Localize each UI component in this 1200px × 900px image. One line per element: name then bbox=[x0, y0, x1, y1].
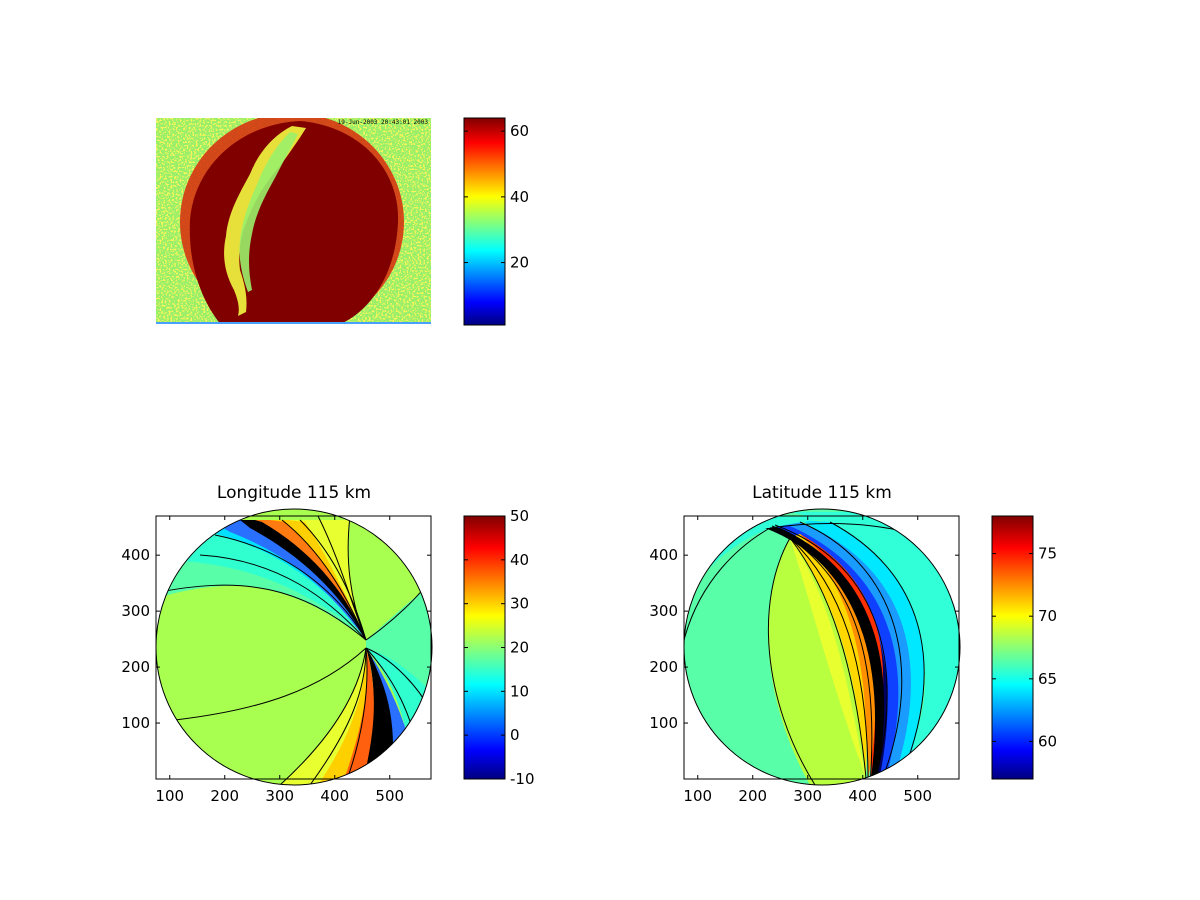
latitude-contours bbox=[684, 509, 960, 785]
image-timestamp-text: 19-Jun-2003 20:43:01 2003 bbox=[338, 119, 429, 126]
colorbar-image-tick-label: 20 bbox=[510, 254, 529, 272]
longitude-ytick-label: 200 bbox=[121, 658, 150, 676]
colorbar-latitude-tick-label: 75 bbox=[1038, 545, 1057, 563]
colorbar-latitude-tick-label: 60 bbox=[1038, 732, 1057, 750]
latitude-xtick-label: 500 bbox=[903, 787, 932, 805]
latitude-title: Latitude 115 km bbox=[752, 483, 892, 503]
latitude-ytick-label: 200 bbox=[649, 658, 678, 676]
longitude-xtick-label: 500 bbox=[375, 787, 404, 805]
colorbar-image-tick-label: 60 bbox=[510, 122, 529, 140]
colorbar-longitude-tick-label: 20 bbox=[510, 639, 529, 657]
colorbar-longitude-tick-label: 10 bbox=[510, 682, 529, 700]
colorbar-longitude: -10 0 10 20 30 40 50 bbox=[463, 507, 535, 788]
longitude-xtick-label: 300 bbox=[265, 787, 294, 805]
latitude-xtick-label: 300 bbox=[793, 787, 822, 805]
colorbar-longitude-tick-label: 50 bbox=[510, 507, 529, 525]
latitude-xtick-label: 100 bbox=[683, 787, 712, 805]
allsky-image bbox=[156, 118, 431, 324]
longitude-xtick-label: 200 bbox=[210, 787, 239, 805]
colorbar-latitude-tick-label: 70 bbox=[1038, 607, 1057, 625]
longitude-ytick-label: 100 bbox=[121, 714, 150, 732]
colorbar-longitude-tick-label: 0 bbox=[510, 726, 520, 744]
colorbar-image: 20 40 60 bbox=[463, 117, 529, 326]
colorbar-image-tick-label: 40 bbox=[510, 188, 529, 206]
longitude-xtick-label: 400 bbox=[320, 787, 349, 805]
colorbar-longitude-tick-label: -10 bbox=[510, 770, 535, 788]
longitude-panel: Longitude 115 km bbox=[121, 483, 534, 805]
colorbar-longitude-tick-label: 30 bbox=[510, 595, 529, 613]
longitude-ytick-label: 300 bbox=[121, 602, 150, 620]
allsky-image-panel: 19-Jun-2003 20:43:01 2003 20 40 60 bbox=[156, 117, 529, 326]
latitude-xtick-label: 200 bbox=[738, 787, 767, 805]
colorbar-latitude-tick-label: 65 bbox=[1038, 670, 1057, 688]
latitude-ytick-label: 300 bbox=[649, 602, 678, 620]
latitude-xtick-label: 400 bbox=[848, 787, 877, 805]
colorbar-latitude: 60 65 70 75 bbox=[991, 515, 1057, 780]
colorbar-longitude-tick-label: 40 bbox=[510, 551, 529, 569]
latitude-ytick-label: 400 bbox=[649, 546, 678, 564]
latitude-panel: Latitude 115 km bbox=[649, 483, 1057, 805]
longitude-ytick-label: 400 bbox=[121, 546, 150, 564]
longitude-title: Longitude 115 km bbox=[217, 483, 371, 503]
latitude-ytick-label: 100 bbox=[649, 714, 678, 732]
longitude-xtick-label: 100 bbox=[155, 787, 184, 805]
